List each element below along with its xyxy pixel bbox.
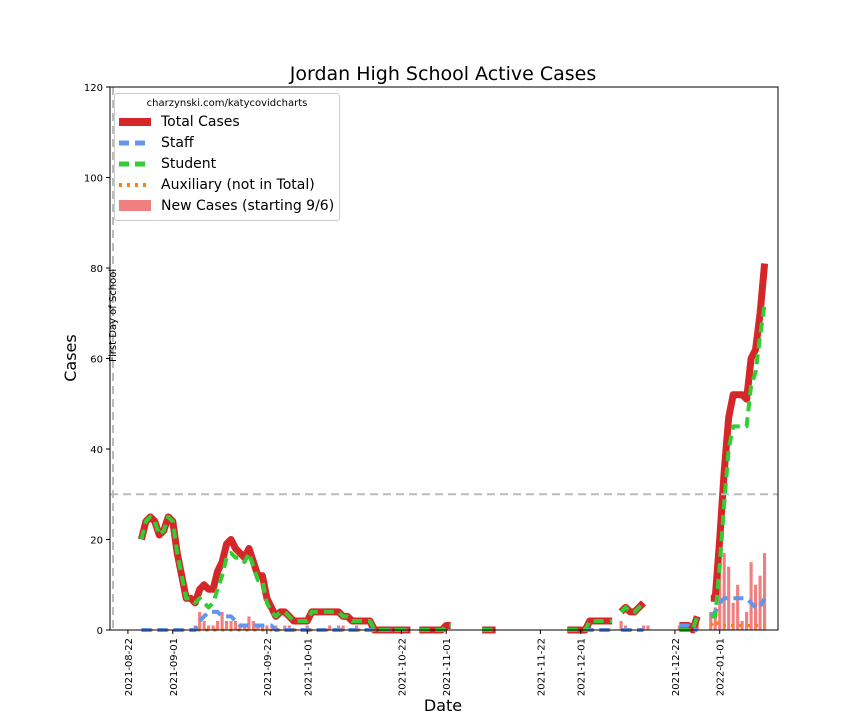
legend-label: Total Cases bbox=[161, 114, 240, 130]
legend-label: New Cases (starting 9/6) bbox=[161, 198, 335, 214]
y-axis: 0 20 40 60 80 100 120 bbox=[84, 83, 110, 637]
new-cases-bar bbox=[740, 620, 744, 630]
y-tick-label: 100 bbox=[84, 174, 103, 185]
chart-title: Jordan High School Active Cases bbox=[289, 63, 597, 85]
legend-swatch bbox=[119, 183, 151, 187]
x-tick-label: 2021-08-22 bbox=[124, 638, 135, 696]
legend: charzynski.com/katycovidcharts Total Cas… bbox=[114, 93, 340, 221]
new-cases-bar bbox=[202, 620, 206, 630]
new-cases-bar bbox=[641, 625, 646, 630]
new-cases-bar bbox=[713, 607, 717, 630]
new-cases-bar bbox=[762, 553, 767, 630]
x-tick-label: 2022-01-01 bbox=[716, 638, 727, 696]
new-cases-bar bbox=[337, 625, 341, 630]
legend-swatch-bar bbox=[119, 200, 151, 211]
y-axis-label: Cases bbox=[61, 334, 80, 382]
total-cases-line bbox=[138, 513, 411, 634]
new-cases-bar bbox=[283, 625, 287, 630]
x-tick-label: 2021-09-22 bbox=[263, 638, 274, 696]
new-cases-bar bbox=[749, 562, 753, 630]
staff-line bbox=[709, 596, 767, 618]
legend-label: Auxiliary (not in Total) bbox=[161, 177, 315, 193]
legend-label: Staff bbox=[161, 135, 194, 151]
new-cases-bar bbox=[198, 611, 202, 630]
new-cases-bar bbox=[265, 625, 269, 630]
new-cases-bar bbox=[727, 566, 731, 630]
new-cases-bars bbox=[193, 553, 767, 630]
x-tick-label: 2021-09-01 bbox=[169, 638, 180, 696]
new-cases-bar bbox=[260, 625, 264, 630]
x-tick-label: 2021-10-01 bbox=[303, 638, 314, 696]
legend-title: charzynski.com/katycovidcharts bbox=[146, 98, 308, 109]
new-cases-bar bbox=[251, 620, 256, 630]
new-cases-bar bbox=[287, 625, 291, 630]
new-cases-bar bbox=[247, 616, 251, 630]
student-line bbox=[710, 303, 767, 619]
x-axis-label: Date bbox=[424, 696, 462, 715]
new-cases-bar bbox=[220, 611, 224, 630]
y-tick-label: 40 bbox=[90, 445, 103, 456]
legend-swatch bbox=[119, 161, 151, 167]
new-cases-bar bbox=[745, 611, 749, 630]
legend-entry: New Cases (starting 9/6) bbox=[119, 196, 335, 216]
new-cases-bar bbox=[256, 625, 260, 630]
x-tick-label: 2021-11-22 bbox=[536, 638, 547, 696]
legend-swatch bbox=[119, 200, 151, 211]
y-tick-label: 20 bbox=[90, 536, 103, 547]
new-cases-bar bbox=[646, 625, 650, 630]
y-tick-label: 120 bbox=[84, 83, 103, 94]
legend-entry: Auxiliary (not in Total) bbox=[119, 175, 335, 195]
y-tick-label: 0 bbox=[97, 626, 103, 637]
y-tick-label: 60 bbox=[90, 355, 103, 366]
legend-swatch bbox=[119, 118, 151, 126]
y-tick-label: 80 bbox=[90, 264, 103, 275]
new-cases-bar bbox=[341, 625, 345, 630]
first-day-of-school-label: First Day of School bbox=[108, 269, 119, 362]
new-cases-bar bbox=[305, 625, 309, 630]
new-cases-bar bbox=[731, 602, 735, 630]
x-tick-label: 2021-12-22 bbox=[671, 638, 682, 696]
new-cases-bar bbox=[216, 620, 220, 630]
legend-label: Student bbox=[161, 156, 217, 172]
new-cases-bar bbox=[242, 625, 247, 630]
new-cases-bar bbox=[211, 625, 215, 630]
legend-entry: Student bbox=[119, 154, 335, 174]
auxiliary-not-in-total-line bbox=[709, 619, 765, 627]
student-line bbox=[619, 601, 645, 614]
x-axis: 2021-08-22 2021-09-01 2021-09-22 2021-10-01… bbox=[124, 630, 727, 696]
x-tick-label: 2021-10-22 bbox=[397, 638, 408, 696]
new-cases-bar bbox=[619, 620, 623, 630]
new-cases-bar bbox=[709, 611, 713, 630]
series-lines bbox=[138, 263, 769, 634]
legend-entry: Staff bbox=[119, 133, 335, 153]
x-tick-label: 2021-11-01 bbox=[442, 638, 453, 696]
x-tick-label: 2021-12-01 bbox=[577, 638, 588, 696]
new-cases-bar bbox=[722, 553, 726, 630]
new-cases-bar bbox=[238, 625, 242, 630]
new-cases-bar bbox=[229, 620, 233, 630]
new-cases-bar bbox=[677, 625, 681, 630]
legend-entry: Total Cases bbox=[119, 112, 335, 132]
student-line bbox=[139, 514, 411, 632]
new-cases-bar bbox=[328, 625, 332, 630]
total-cases-line bbox=[710, 263, 769, 602]
new-cases-bar bbox=[224, 620, 229, 630]
new-cases-bar bbox=[355, 625, 359, 630]
new-cases-bar bbox=[207, 625, 211, 630]
legend-swatch bbox=[119, 140, 151, 146]
new-cases-bar bbox=[736, 584, 740, 630]
new-cases-bar bbox=[624, 625, 628, 630]
new-cases-bar bbox=[758, 575, 762, 630]
new-cases-bar bbox=[233, 620, 238, 630]
